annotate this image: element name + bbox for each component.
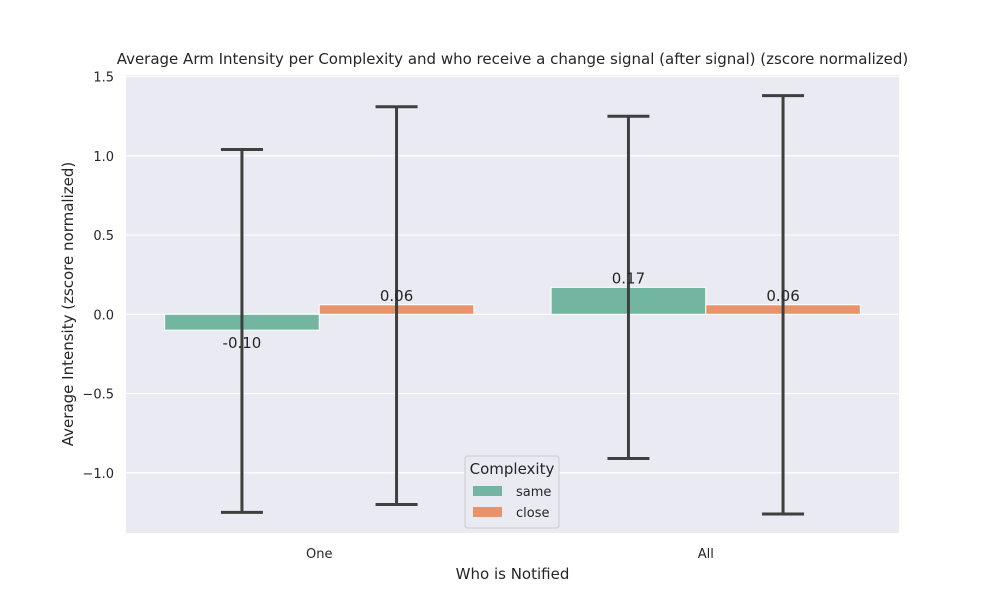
y-tick-label: −0.5 (82, 388, 114, 403)
y-tick-label: 0.5 (93, 229, 114, 244)
x-tick-label: One (306, 547, 332, 562)
y-axis-ticks: −1.0 −0.5 0.0 0.5 1.0 1.5 (82, 71, 114, 482)
legend-items: same close (473, 485, 551, 521)
legend-swatch (473, 486, 502, 496)
x-tick-label: All (698, 547, 714, 562)
y-tick-label: 0.0 (93, 308, 114, 323)
y-tick-label: 1.5 (93, 71, 114, 86)
legend-swatch (473, 507, 502, 517)
chart-title: Average Arm Intensity per Complexity and… (117, 50, 909, 68)
data-label: 0.17 (612, 269, 645, 287)
error-bars (220, 94, 805, 516)
legend-label: close (516, 506, 549, 521)
data-label: 0.06 (766, 287, 799, 305)
legend-label: same (516, 485, 551, 500)
x-axis-ticks: One All (306, 547, 714, 562)
data-label: 0.06 (380, 287, 413, 305)
y-tick-label: 1.0 (93, 150, 114, 165)
legend-title: Complexity (470, 460, 555, 478)
legend: Complexity same close (464, 455, 560, 529)
y-tick-label: −1.0 (82, 467, 114, 482)
data-labels: -0.10 0.06 0.17 0.06 (223, 269, 800, 352)
x-axis-label: Who is Notified (456, 565, 570, 583)
data-label: -0.10 (223, 334, 262, 352)
y-axis-label: Average Intensity (zscore normalized) (59, 162, 77, 446)
